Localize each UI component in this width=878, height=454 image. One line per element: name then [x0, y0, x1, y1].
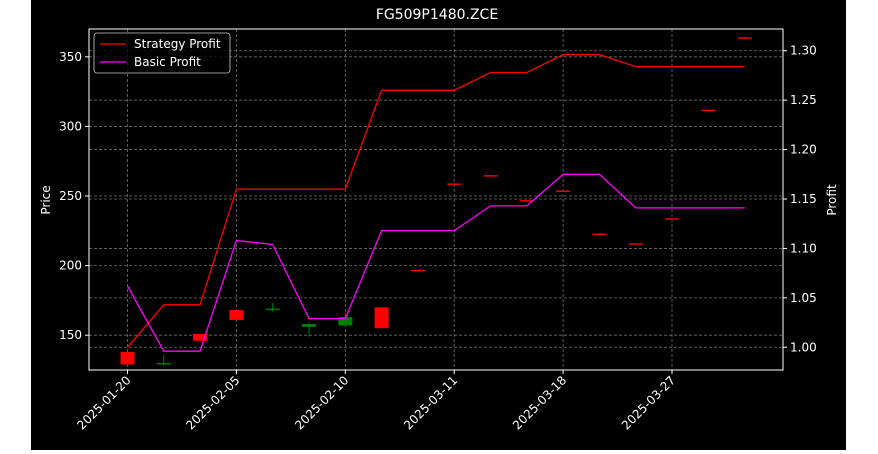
legend-label-strategy-profit: Strategy Profit	[134, 37, 221, 51]
candle	[265, 303, 280, 312]
candle-body	[229, 310, 244, 320]
candle	[120, 351, 135, 365]
candle-body	[519, 200, 534, 202]
candle	[556, 190, 571, 192]
candle-body	[665, 218, 679, 220]
candle-body	[302, 324, 316, 327]
y-tick-label-left: 250	[59, 189, 82, 203]
legend-box	[93, 32, 231, 74]
candle	[156, 354, 171, 366]
y-tick-label-left: 150	[59, 328, 82, 342]
y-tick-label-right: 1.00	[790, 340, 817, 354]
series-line-basic-profit	[126, 173, 745, 352]
candle	[374, 307, 389, 329]
legend: Strategy Profit Basic Profit	[93, 32, 231, 74]
y-tick-label-right: 1.05	[790, 291, 817, 305]
chart-title: FG509P1480.ZCE	[376, 7, 498, 23]
y-tick-label-left: 350	[59, 50, 82, 64]
figure-background	[31, 0, 846, 450]
candle	[701, 109, 716, 112]
y-tick-label-right: 1.30	[790, 44, 817, 58]
series-line-strategy-profit	[127, 54, 745, 348]
candle-body	[193, 333, 208, 341]
y-tick-label-right: 1.15	[790, 192, 817, 206]
candle-body	[374, 307, 389, 329]
candle-body	[410, 269, 425, 272]
candle-body	[120, 351, 135, 365]
y-tick-label-right: 1.10	[790, 241, 817, 255]
y-tick-label-right: 1.20	[790, 143, 817, 157]
candle	[519, 200, 534, 202]
candle-body	[628, 243, 643, 245]
line-layer	[126, 54, 745, 352]
candle-body	[338, 317, 353, 326]
grid-layer	[89, 29, 783, 370]
candle-body	[483, 175, 498, 177]
y-axis-left-label: Price	[39, 185, 53, 214]
candle-body	[701, 109, 716, 112]
candle-body	[556, 190, 571, 192]
candle	[229, 310, 244, 320]
candle	[483, 175, 498, 177]
y-tick-label-right: 1.25	[790, 93, 817, 107]
candle-body	[156, 363, 171, 365]
candle	[447, 183, 462, 185]
candle-body	[737, 37, 752, 39]
candle	[737, 37, 752, 39]
candle	[302, 322, 316, 337]
y-tick-label-left: 300	[59, 119, 82, 133]
candle	[193, 333, 208, 341]
y-axis-right-label: Profit	[825, 184, 839, 216]
candle-body	[592, 233, 607, 235]
candle	[410, 269, 425, 272]
candle	[665, 218, 679, 220]
legend-label-basic-profit: Basic Profit	[134, 55, 201, 69]
candle	[592, 233, 607, 235]
candle	[628, 243, 643, 245]
candle-body	[447, 183, 462, 185]
y-tick-label-left: 200	[59, 259, 82, 273]
candle-body	[265, 308, 280, 311]
